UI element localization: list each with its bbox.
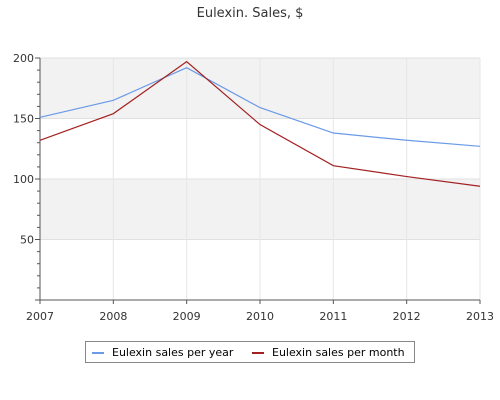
- y-tick-label: 200: [13, 52, 34, 65]
- x-tick-label: 2008: [99, 310, 127, 323]
- series-line-per-year: [39, 67, 481, 147]
- x-tick-label: 2010: [246, 310, 274, 323]
- x-tick-label: 2011: [319, 310, 347, 323]
- chart-legend: Eulexin sales per year Eulexin sales per…: [85, 341, 415, 363]
- legend-swatch-per-year: [92, 351, 104, 354]
- legend-item-per-month: Eulexin sales per month: [252, 346, 405, 359]
- chart-title: Eulexin. Sales, $: [196, 6, 304, 21]
- legend-label-per-month: Eulexin sales per month: [272, 346, 405, 359]
- y-tick-label: 50: [20, 234, 34, 247]
- legend-swatch-per-month: [252, 351, 264, 354]
- legend-item-per-year: Eulexin sales per year: [92, 346, 233, 359]
- legend-label-per-year: Eulexin sales per year: [112, 346, 234, 359]
- y-tick-label: 150: [13, 113, 34, 126]
- x-tick-label: 2013: [466, 310, 494, 323]
- x-tick-label: 2007: [26, 310, 54, 323]
- y-tick-label: 100: [13, 173, 34, 186]
- x-tick-label: 2012: [393, 310, 421, 323]
- x-tick-label: 2009: [173, 310, 201, 323]
- series-line-per-month: [39, 60, 481, 187]
